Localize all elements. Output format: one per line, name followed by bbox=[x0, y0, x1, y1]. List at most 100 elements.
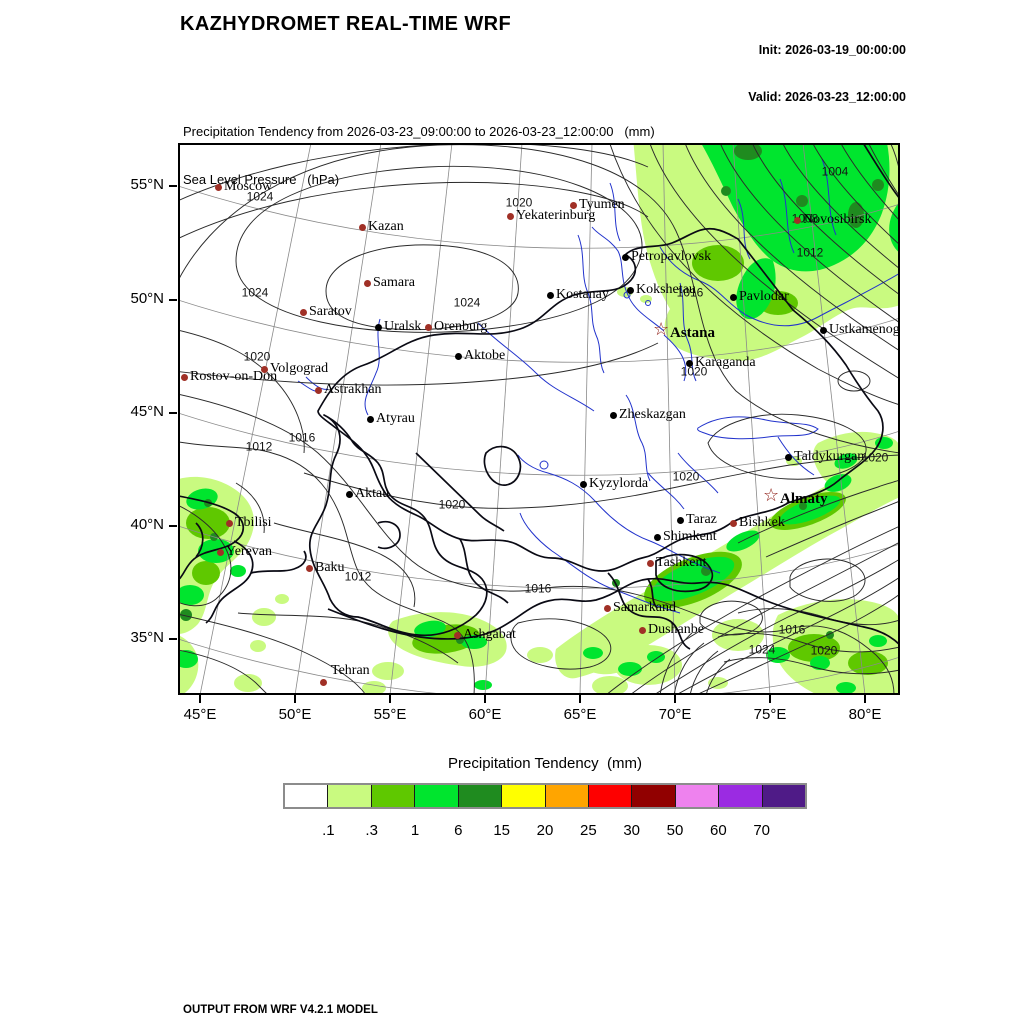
city-label: Tbilisi bbox=[235, 515, 272, 530]
isobar-label: 1020 bbox=[861, 450, 889, 465]
colorbar-cell bbox=[674, 785, 719, 807]
colorbar-tick-label: .1 bbox=[322, 822, 335, 839]
colorbar-tick-label: 1 bbox=[410, 822, 420, 839]
city-marker-dot bbox=[603, 604, 611, 612]
plot-subtitle: Precipitation Tendency from 2026-03-23_0… bbox=[183, 92, 655, 220]
city-label: Uralsk bbox=[384, 319, 422, 334]
model-footer: OUTPUT FROM WRF V4.2.1 MODEL WE = 200 ; … bbox=[183, 970, 659, 1024]
city-label: Karaganda bbox=[695, 355, 756, 370]
colorbar-cell bbox=[327, 785, 371, 807]
x-axis-tick-label: 65°E bbox=[563, 706, 597, 723]
city-label: Ashgabat bbox=[463, 627, 516, 642]
city-label: Kostanay bbox=[556, 287, 609, 302]
colorbar-tick-label: 60 bbox=[709, 822, 727, 839]
y-axis-tick-label: 55°N bbox=[130, 176, 164, 193]
colorbar-cell bbox=[414, 785, 458, 807]
colorbar-tick-label: 30 bbox=[623, 822, 640, 839]
city-marker-dot bbox=[314, 386, 322, 394]
colorbar-cell bbox=[457, 785, 502, 807]
x-axis-tick-label: 50°E bbox=[278, 706, 312, 723]
city-label: Bishkek bbox=[739, 515, 785, 530]
isobar-label: 1024 bbox=[241, 285, 269, 300]
city-marker-dot bbox=[676, 516, 684, 524]
city-marker-dot bbox=[345, 490, 353, 498]
valid-time-label: Valid: 2026-03-23_12:00:00 bbox=[748, 89, 906, 104]
city-marker-dot bbox=[569, 201, 577, 209]
city-marker-dot bbox=[454, 352, 462, 360]
city-marker-dot bbox=[626, 286, 634, 294]
city-label: Baku bbox=[315, 560, 345, 575]
x-axis-tick bbox=[864, 695, 866, 703]
city-label: Kokshetau bbox=[636, 282, 696, 297]
x-axis-tick bbox=[674, 695, 676, 703]
forecast-map: 1024 1020 1004 1008 1012 1024 1024 1016 1020 1020… bbox=[178, 143, 900, 695]
x-axis-tick bbox=[484, 695, 486, 703]
x-axis-tick-label: 75°E bbox=[753, 706, 787, 723]
subtitle-precip: Precipitation Tendency from 2026-03-23_0… bbox=[183, 124, 655, 139]
x-axis-tick bbox=[294, 695, 296, 703]
city-marker-dot bbox=[653, 533, 661, 541]
isobar-label: 1024 bbox=[246, 189, 274, 204]
y-axis-tick-label: 45°N bbox=[130, 403, 164, 420]
city-label: Astrakhan bbox=[324, 382, 382, 397]
city-marker-dot bbox=[579, 480, 587, 488]
city-label: Saratov bbox=[309, 304, 352, 319]
city-label: Shimkent bbox=[663, 529, 717, 544]
city-marker-dot bbox=[305, 564, 313, 572]
isobar-label: 1012 bbox=[344, 569, 372, 584]
city-label: Aktau bbox=[355, 486, 390, 501]
y-axis-tick bbox=[169, 412, 177, 414]
city-label: Astana bbox=[670, 325, 716, 341]
isobar-label: 1020 bbox=[438, 497, 466, 512]
city-label: Taldykurgan bbox=[794, 449, 865, 464]
isobar-label: 1024 bbox=[453, 295, 481, 310]
colorbar-tick-label: 20 bbox=[536, 822, 554, 839]
city-label: Tashkent bbox=[656, 555, 707, 570]
city-label: Moscow bbox=[224, 179, 273, 194]
x-axis-tick bbox=[199, 695, 201, 703]
city-marker-dot bbox=[363, 279, 371, 287]
init-time-label: Init: 2026-03-19_00:00:00 bbox=[758, 43, 906, 57]
city-label: Samara bbox=[373, 275, 415, 290]
subtitle-slp: Sea Level Pressure (hPa) bbox=[183, 172, 340, 187]
city-marker-dot bbox=[216, 548, 224, 556]
city-marker-dot bbox=[546, 291, 554, 299]
colorbar-cell bbox=[587, 785, 632, 807]
city-marker-dot bbox=[621, 253, 629, 261]
city-marker-dot bbox=[729, 293, 737, 301]
city-marker-dot bbox=[793, 216, 801, 224]
city-label: Zheskazgan bbox=[619, 407, 686, 422]
city-marker-dot bbox=[784, 453, 792, 461]
colorbar-cell bbox=[285, 785, 328, 807]
city-marker-dot bbox=[374, 323, 382, 331]
x-axis-tick-label: 55°E bbox=[373, 706, 407, 723]
y-axis-tick bbox=[169, 525, 177, 527]
city-marker-dot bbox=[424, 323, 432, 331]
city-marker-dot bbox=[729, 519, 737, 527]
colorbar-tick-label: .3 bbox=[365, 822, 378, 839]
colorbar-cell bbox=[501, 785, 545, 807]
city-label: Ustkamenogorsk bbox=[829, 322, 900, 337]
isobar-label: 1020 bbox=[505, 195, 533, 210]
x-axis-tick bbox=[579, 695, 581, 703]
city-label: Volgograd bbox=[270, 361, 329, 376]
isobar-label: 1024 bbox=[748, 642, 776, 657]
city-marker-dot bbox=[819, 326, 827, 334]
colorbar-tick-label: 15 bbox=[493, 822, 510, 839]
colorbar-tick-label: 25 bbox=[579, 822, 597, 839]
city-label: Samarkand bbox=[613, 600, 676, 615]
colorbar-cell bbox=[370, 785, 415, 807]
colorbar-tick-label: 6 bbox=[454, 822, 463, 839]
x-axis-tick bbox=[769, 695, 771, 703]
city-marker-dot bbox=[506, 212, 514, 220]
city-marker-dot bbox=[319, 678, 327, 686]
colorbar-cell bbox=[761, 785, 806, 807]
city-label: Kazan bbox=[368, 219, 404, 234]
city-label: Yerevan bbox=[226, 544, 273, 559]
city-marker-dot bbox=[214, 183, 222, 191]
x-axis-tick-label: 60°E bbox=[468, 706, 502, 723]
run-info: Init: 2026-03-19_00:00:00 Valid: 2026-03… bbox=[748, 12, 906, 136]
colorbar-tick-label: 70 bbox=[753, 822, 770, 839]
city-marker-dot bbox=[609, 411, 617, 419]
